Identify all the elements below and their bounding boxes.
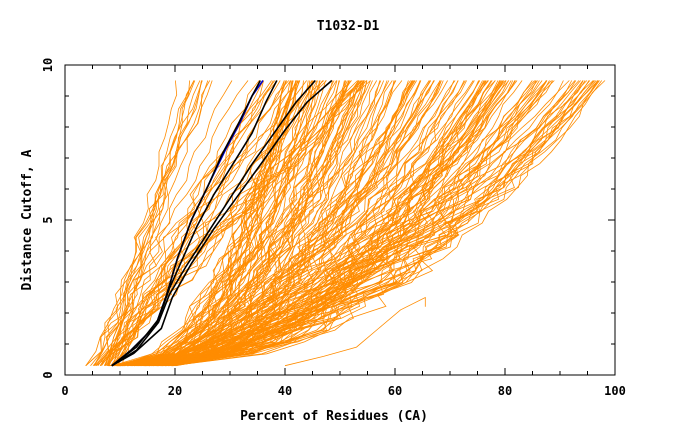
orange-model-curve: [131, 80, 506, 367]
orange-model-curve: [127, 80, 599, 367]
highlighted-series-group: [111, 79, 333, 367]
orange-model-curve: [144, 80, 600, 367]
orange-model-curve: [149, 80, 538, 367]
orange-model-curve: [156, 80, 365, 367]
orange-model-curve: [146, 80, 595, 367]
chart-title: T1032-D1: [317, 19, 380, 34]
orange-model-curve: [120, 80, 570, 367]
orange-model-curve: [85, 80, 213, 366]
orange-model-curve: [123, 80, 434, 367]
orange-model-curve: [85, 80, 278, 366]
orange-model-curve: [131, 80, 300, 367]
orange-model-curve: [153, 80, 395, 367]
orange-model-curve: [109, 80, 496, 367]
orange-model-curve: [108, 80, 178, 366]
orange-model-curve: [167, 80, 523, 367]
orange-model-curve: [165, 80, 314, 367]
orange-model-curve: [99, 80, 365, 366]
y-tick-label: 0: [41, 371, 55, 378]
orange-model-curve: [160, 80, 514, 367]
orange-model-curve: [172, 80, 416, 367]
orange-model-curve: [128, 80, 326, 367]
orange-model-curve: [105, 80, 195, 366]
orange-model-curve: [106, 80, 276, 366]
orange-model-curve: [165, 80, 393, 367]
orange-model-curve: [123, 80, 421, 367]
orange-model-curve: [171, 80, 606, 367]
orange-model-curve: [284, 296, 426, 367]
orange-model-curve: [168, 80, 320, 367]
orange-model-curve: [157, 80, 318, 367]
orange-model-curve: [149, 80, 371, 367]
y-tick-label: 10: [41, 58, 55, 72]
orange-model-curve: [157, 80, 480, 367]
black-series-line: [111, 79, 316, 367]
orange-model-curve: [85, 80, 272, 366]
orange-model-curve: [116, 80, 335, 367]
orange-model-curve: [117, 80, 414, 367]
orange-model-curve: [119, 80, 573, 367]
orange-model-curve: [113, 80, 202, 366]
x-tick-label: 20: [168, 384, 182, 398]
orange-model-curve: [107, 80, 233, 366]
orange-model-curve: [135, 80, 413, 367]
y-tick-label: 5: [41, 216, 55, 223]
orange-model-curve: [116, 80, 260, 366]
orange-model-curve: [117, 80, 564, 367]
orange-model-curve: [136, 80, 487, 367]
orange-model-curve: [149, 80, 459, 367]
orange-model-curve: [111, 80, 586, 367]
orange-model-curve: [157, 80, 442, 367]
black-series-line: [111, 79, 333, 367]
orange-model-curve: [105, 80, 190, 366]
orange-model-curve: [137, 80, 313, 367]
axis-ticks: 0 20 40 60 80 100 0 5 10: [41, 58, 626, 398]
x-tick-label: 60: [388, 384, 402, 398]
x-tick-label: 0: [61, 384, 68, 398]
orange-model-curve: [116, 80, 325, 366]
orange-model-curve: [153, 80, 599, 367]
orange-model-curve: [117, 80, 518, 367]
orange-model-curve: [127, 80, 360, 367]
orange-model-curve: [154, 80, 590, 367]
orange-model-curve: [122, 80, 553, 367]
x-tick-label: 100: [604, 384, 626, 398]
x-axis-label: Percent of Residues (CA): [240, 409, 428, 424]
orange-model-curve: [149, 80, 580, 367]
orange-model-curve: [124, 80, 385, 367]
orange-model-curve: [107, 80, 594, 367]
orange-model-curve: [157, 80, 348, 367]
orange-model-curve: [109, 80, 547, 367]
orange-model-curve: [141, 80, 435, 367]
orange-model-curve: [171, 80, 603, 367]
orange-model-curve: [151, 80, 381, 367]
y-axis-label: Distance Cutoff, A: [20, 149, 35, 290]
orange-model-curve: [171, 80, 365, 367]
orange-model-curve: [160, 80, 390, 367]
orange-model-curve: [161, 80, 430, 367]
orange-model-curve: [108, 80, 448, 367]
orange-model-curve: [112, 80, 352, 367]
black-series-line: [111, 80, 278, 367]
orange-model-curve: [157, 80, 397, 367]
orange-model-curve: [172, 80, 421, 367]
orange-model-curve: [120, 80, 489, 367]
orange-model-curve: [157, 80, 591, 367]
orange-model-curve: [117, 80, 584, 367]
orange-model-curve: [93, 80, 249, 366]
orange-model-curve: [120, 80, 456, 367]
x-tick-label: 80: [498, 384, 512, 398]
x-tick-label: 40: [278, 384, 292, 398]
orange-model-curve: [94, 80, 209, 366]
orange-model-curve: [163, 80, 503, 367]
